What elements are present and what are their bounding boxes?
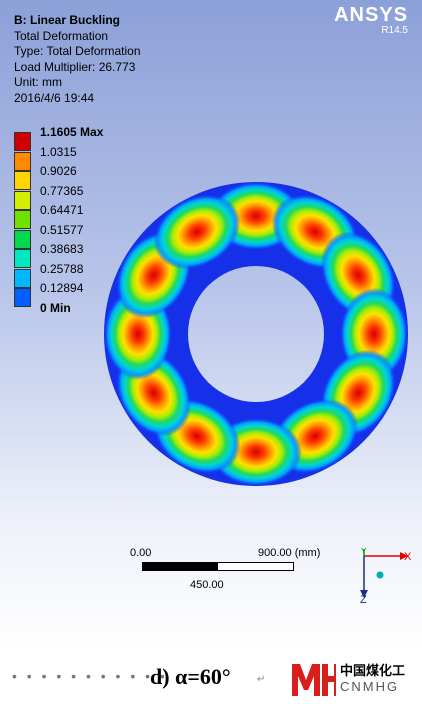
legend-swatch-6 xyxy=(14,249,31,268)
legend-label-7: 0.25788 xyxy=(40,261,84,276)
legend-swatch-0 xyxy=(14,132,31,151)
scale-mid-label: 450.00 xyxy=(190,579,224,591)
brand-version: R14.5 xyxy=(381,25,408,36)
legend-swatch-8 xyxy=(14,288,31,307)
buckling-lobes xyxy=(104,182,408,486)
info-line-0: Total Deformation xyxy=(14,28,109,43)
legend-swatch-2 xyxy=(14,171,31,190)
legend-label-5: 0.51577 xyxy=(40,222,84,237)
result-info-panel: B: Linear Buckling Total Deformation Typ… xyxy=(14,13,141,106)
logo-chinese-text: 中国煤化工 xyxy=(340,663,406,678)
graphics-viewport[interactable]: B: Linear Buckling Total Deformation Typ… xyxy=(0,0,422,652)
scale-right-label: 900.00 (mm) xyxy=(258,547,321,559)
legend-swatch-3 xyxy=(14,190,31,210)
ansys-brand: ANSYS R14.5 xyxy=(334,4,408,36)
figure-caption-area: • • • • • • • • • • • d) α=60° ↵ 中国煤化工 C… xyxy=(0,652,422,704)
analysis-title: B: Linear Buckling xyxy=(14,13,121,27)
axis-y-label: Y xyxy=(361,547,367,556)
buckling-lobe xyxy=(153,194,241,270)
legend-swatch-5 xyxy=(14,229,31,249)
brand-name: ANSYS xyxy=(334,4,408,26)
legend-swatch-1 xyxy=(14,151,31,171)
legend-label-0: 1.1605 Max xyxy=(40,125,104,139)
info-line-3: Unit: mm xyxy=(14,75,62,89)
annular-plate-contour[interactable] xyxy=(0,0,422,652)
logo-mark-icon xyxy=(292,664,336,696)
info-line-4: 2016/4/6 19:44 xyxy=(14,90,95,105)
figure-caption: d) α=60° xyxy=(150,664,231,689)
legend-label-4: 0.64471 xyxy=(40,203,84,217)
caption-leader-dots: • • • • • • • • • • • xyxy=(12,668,168,684)
info-line-2: Load Multiplier: 26.773 xyxy=(14,59,136,74)
legend-label-1: 1.0315 xyxy=(40,144,77,159)
coordinate-triad[interactable]: X Y Z xyxy=(352,545,412,605)
axis-x-label: X xyxy=(404,551,412,563)
scale-bar-graphic xyxy=(142,562,294,571)
scale-left-label: 0.00 xyxy=(130,547,152,559)
paragraph-mark-icon: ↵ xyxy=(257,674,266,685)
scale-bar-black-half xyxy=(143,563,218,570)
legend-label-9: 0 Min xyxy=(40,300,71,315)
legend-label-3: 0.77365 xyxy=(40,183,84,198)
cnmhg-logo: 中国煤化工 CNMHG xyxy=(290,660,418,700)
legend-swatch-7 xyxy=(14,268,31,288)
logo-english-text: CNMHG xyxy=(340,679,400,694)
legend-swatch-4 xyxy=(14,210,31,229)
legend-label-8: 0.12894 xyxy=(40,281,84,295)
legend-label-2: 0.9026 xyxy=(40,164,77,178)
axis-z-label: Z xyxy=(360,594,367,605)
legend-label-6: 0.38683 xyxy=(40,242,84,256)
info-line-1: Type: Total Deformation xyxy=(14,44,141,58)
